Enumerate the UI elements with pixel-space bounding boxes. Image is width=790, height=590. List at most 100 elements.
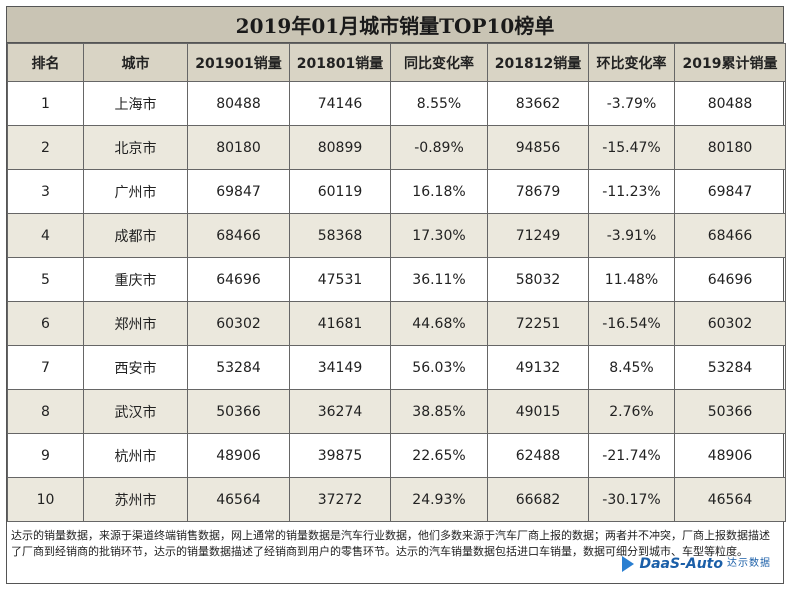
table-cell: 10 — [7, 477, 84, 522]
table-cell: 38.85% — [390, 389, 488, 434]
table-cell: 16.18% — [390, 169, 488, 214]
table-cell: 5 — [7, 257, 84, 302]
table-cell: 8 — [7, 389, 84, 434]
table-cell: 78679 — [487, 169, 589, 214]
table-cell: 22.65% — [390, 433, 488, 478]
table-cell: 60302 — [187, 301, 290, 346]
table-cell: 53284 — [187, 345, 290, 390]
logo-brand-text: DaaS-Auto — [639, 556, 723, 572]
footer-note-text: 达示的销量数据，来源于渠道终端销售数据，网上通常的销量数据是汽车行业数据，他们多… — [11, 529, 770, 558]
table-cell: 苏州市 — [83, 477, 188, 522]
table-cell: 36274 — [289, 389, 391, 434]
table-row: 1 上海市 80488 74146 8.55% 83662 -3.79% 804… — [7, 81, 786, 126]
table-cell: 武汉市 — [83, 389, 188, 434]
table-cell: 80180 — [674, 125, 786, 170]
table-cell: 41681 — [289, 301, 391, 346]
table-header-row: 排名 城市 201901销量 201801销量 同比变化率 201812销量 环… — [7, 43, 786, 82]
table-cell: 83662 — [487, 81, 589, 126]
table-cell: 7 — [7, 345, 84, 390]
table-cell: 2 — [7, 125, 84, 170]
table-row: 4 成都市 68466 58368 17.30% 71249 -3.91% 68… — [7, 213, 786, 258]
table-cell: 69847 — [674, 169, 786, 214]
table-cell: 80488 — [187, 81, 290, 126]
table-cell: 72251 — [487, 301, 589, 346]
table-cell: 西安市 — [83, 345, 188, 390]
table-cell: 上海市 — [83, 81, 188, 126]
table-cell: -30.17% — [588, 477, 675, 522]
table-cell: 80180 — [187, 125, 290, 170]
table-cell: 53284 — [674, 345, 786, 390]
table-cell: -3.91% — [588, 213, 675, 258]
table-cell: 成都市 — [83, 213, 188, 258]
table-cell: 69847 — [187, 169, 290, 214]
column-header: 2019累计销量 — [674, 43, 786, 82]
table-cell: 68466 — [674, 213, 786, 258]
table-cell: 郑州市 — [83, 301, 188, 346]
table-cell: -21.74% — [588, 433, 675, 478]
table-body: 1 上海市 80488 74146 8.55% 83662 -3.79% 804… — [7, 81, 786, 522]
table-row: 5 重庆市 64696 47531 36.11% 58032 11.48% 64… — [7, 257, 786, 302]
table-cell: 56.03% — [390, 345, 488, 390]
table-cell: 11.48% — [588, 257, 675, 302]
table-cell: 50366 — [674, 389, 786, 434]
table-cell: 46564 — [674, 477, 786, 522]
table-cell: 64696 — [187, 257, 290, 302]
table-cell: 3 — [7, 169, 84, 214]
table-cell: -3.79% — [588, 81, 675, 126]
table-cell: 47531 — [289, 257, 391, 302]
table-cell: 48906 — [674, 433, 786, 478]
table-row: 2 北京市 80180 80899 -0.89% 94856 -15.47% 8… — [7, 125, 786, 170]
table-row: 8 武汉市 50366 36274 38.85% 49015 2.76% 503… — [7, 389, 786, 434]
table-cell: 50366 — [187, 389, 290, 434]
table-cell: 58032 — [487, 257, 589, 302]
column-header: 城市 — [83, 43, 188, 82]
table-cell: 80488 — [674, 81, 786, 126]
table-cell: 60119 — [289, 169, 391, 214]
table-cell: 34149 — [289, 345, 391, 390]
table-row: 10 苏州市 46564 37272 24.93% 66682 -30.17% … — [7, 477, 786, 522]
table-cell: -0.89% — [390, 125, 488, 170]
column-header: 201812销量 — [487, 43, 589, 82]
table-cell: 8.45% — [588, 345, 675, 390]
footer-note: 达示的销量数据，来源于渠道终端销售数据，网上通常的销量数据是汽车行业数据，他们多… — [7, 522, 783, 576]
table-cell: 6 — [7, 301, 84, 346]
table-cell: 60302 — [674, 301, 786, 346]
table-row: 9 杭州市 48906 39875 22.65% 62488 -21.74% 4… — [7, 433, 786, 478]
table-cell: 66682 — [487, 477, 589, 522]
table-cell: 8.55% — [390, 81, 488, 126]
column-header: 环比变化率 — [588, 43, 675, 82]
table-cell: 37272 — [289, 477, 391, 522]
ranking-table: 排名 城市 201901销量 201801销量 同比变化率 201812销量 环… — [7, 43, 786, 522]
table-cell: 24.93% — [390, 477, 488, 522]
table-cell: -16.54% — [588, 301, 675, 346]
column-header: 排名 — [7, 43, 84, 82]
table-row: 3 广州市 69847 60119 16.18% 78679 -11.23% 6… — [7, 169, 786, 214]
table-cell: 46564 — [187, 477, 290, 522]
table-cell: 北京市 — [83, 125, 188, 170]
table-row: 6 郑州市 60302 41681 44.68% 72251 -16.54% 6… — [7, 301, 786, 346]
table-cell: 80899 — [289, 125, 391, 170]
table-cell: 2.76% — [588, 389, 675, 434]
table-cell: 9 — [7, 433, 84, 478]
table-cell: 49132 — [487, 345, 589, 390]
table-cell: 44.68% — [390, 301, 488, 346]
table-cell: 58368 — [289, 213, 391, 258]
page-title: 2019年01月城市销量TOP10榜单 — [7, 7, 783, 43]
table-cell: 71249 — [487, 213, 589, 258]
table-cell: -15.47% — [588, 125, 675, 170]
logo-sub-text: 达示数据 — [727, 558, 771, 569]
table-cell: 94856 — [487, 125, 589, 170]
table-cell: 62488 — [487, 433, 589, 478]
table-row: 7 西安市 53284 34149 56.03% 49132 8.45% 532… — [7, 345, 786, 390]
table-cell: 4 — [7, 213, 84, 258]
table-cell: 49015 — [487, 389, 589, 434]
table-cell: 39875 — [289, 433, 391, 478]
table-cell: 68466 — [187, 213, 290, 258]
table-cell: 重庆市 — [83, 257, 188, 302]
column-header: 201801销量 — [289, 43, 391, 82]
table-cell: 杭州市 — [83, 433, 188, 478]
table-cell: 74146 — [289, 81, 391, 126]
column-header: 同比变化率 — [390, 43, 488, 82]
table-cell: -11.23% — [588, 169, 675, 214]
table-cell: 64696 — [674, 257, 786, 302]
